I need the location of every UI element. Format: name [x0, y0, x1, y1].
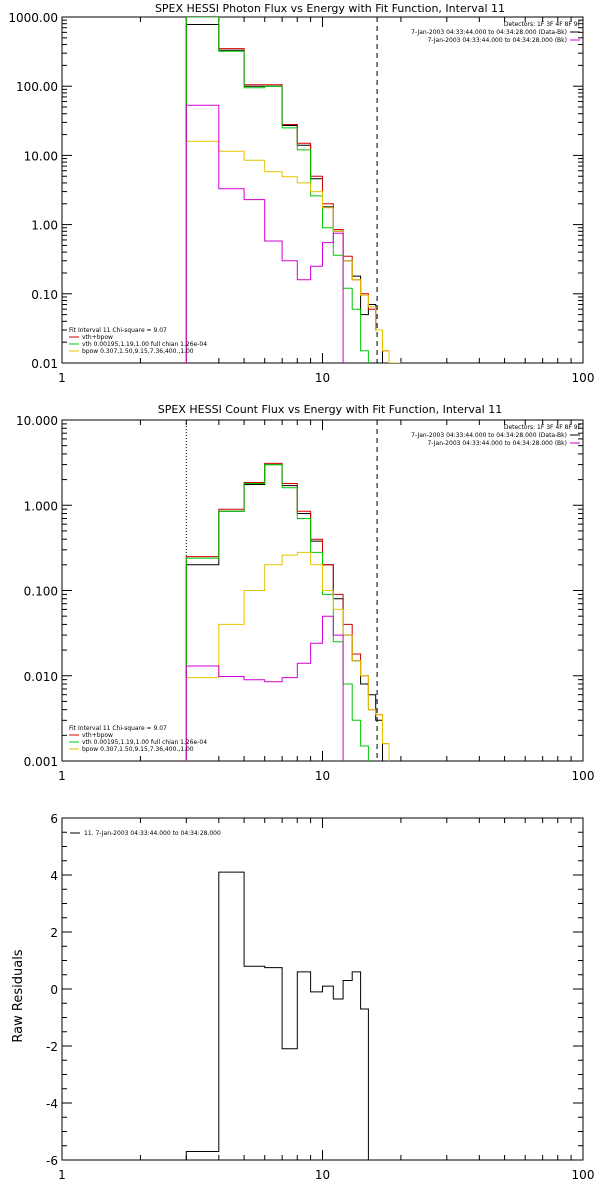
- x-tick-label: 100: [572, 1168, 595, 1182]
- legend-entry-label: 7-Jan-2003 04:33:44.000 to 04:34:28.000 …: [411, 432, 567, 439]
- series-11-7-jan-2003-04-33-44-000-to-04-34-28-000: [185, 871, 369, 1160]
- x-tick-label: 100: [572, 371, 595, 385]
- series-group: [185, 462, 390, 761]
- series-vth: [185, 464, 369, 761]
- count-flux-panel: SPEX HESSI Count Flux vs Energy with Fit…: [16, 403, 594, 783]
- x-tick-label: 10: [315, 1168, 330, 1182]
- legend-detectors: Detectors: 1F 3F 4F 8F 9F: [504, 21, 582, 28]
- y-tick-label: -2: [46, 1040, 58, 1054]
- legend-entry-label: vth+bpow: [82, 334, 113, 341]
- series-bk: [185, 615, 344, 761]
- legend-fit-header: Fit Interval 11 Chi-square = 9.07: [69, 327, 167, 334]
- y-tick-label: 0.01: [31, 357, 58, 371]
- series-bpow: [185, 551, 390, 761]
- y-tick-label: 1000.00: [8, 11, 58, 25]
- residuals-panel: Raw Residuals 1 10 100 -6 -4 -2 0 2 4 6 11. 7-Jan-…: [11, 812, 594, 1182]
- y-tick-label: 0: [50, 983, 58, 997]
- y-tick-label: 1.00: [31, 219, 58, 233]
- series-data-bk: [185, 464, 383, 761]
- legend-entry-label: vth 0.00195,1.19,1.00 full chian 1.26e-0…: [82, 739, 207, 746]
- x-tick-label: 10: [315, 769, 330, 783]
- y-tick-label: 10.000: [16, 414, 58, 428]
- legend-entry-label: 7-Jan-2003 04:33:44.000 to 04:34:28.000 …: [411, 29, 567, 36]
- y-tick-label: 6: [50, 812, 58, 826]
- y-tick-label: 4: [50, 869, 58, 883]
- photon-flux-title: SPEX HESSI Photon Flux vs Energy with Fi…: [155, 2, 505, 15]
- y-tick-label: -4: [46, 1097, 58, 1111]
- legend-entry-label: 7-Jan-2003 04:33:44.000 to 04:34:28.000 …: [427, 440, 567, 447]
- legend-entry-label: vth 0.00195,1.19,1.00 full chian 1.26e-0…: [82, 341, 207, 348]
- x-tick-label: 100: [572, 769, 595, 783]
- series-vth: [185, 17, 369, 363]
- x-tick-label: 1: [58, 371, 66, 385]
- legend-label: 11. 7-Jan-2003 04:33:44.000 to 04:34:28.…: [84, 830, 221, 837]
- y-tick-label: 10.00: [24, 149, 58, 163]
- series-bk: [185, 104, 344, 363]
- legend-fit-header: Fit Interval 11 Chi-square = 9.07: [69, 725, 167, 732]
- photon-flux-panel: SPEX HESSI Photon Flux vs Energy with Fi…: [8, 2, 594, 385]
- legend-entry-label: 7-Jan-2003 04:33:44.000 to 04:34:28.000 …: [427, 37, 567, 44]
- legend-entry-label: bpow 0.307,1.50,9.15,7.36,400.,1.00: [82, 348, 194, 355]
- x-tick-label: 1: [58, 1168, 66, 1182]
- x-tick-label: 1: [58, 769, 66, 783]
- series-data-bk: [185, 24, 383, 363]
- y-tick-label: 0.10: [31, 288, 58, 302]
- y-tick-label: 1.000: [24, 499, 58, 513]
- y-tick-label: 100.00: [16, 80, 58, 94]
- residuals-ylabel: Raw Residuals: [11, 949, 26, 1042]
- y-tick-label: 0.001: [24, 755, 58, 769]
- series-group: [185, 871, 369, 1160]
- legend-entry-label: bpow 0.307,1.50,9.15,7.36,400.,1.00: [82, 746, 194, 753]
- count-flux-title: SPEX HESSI Count Flux vs Energy with Fit…: [158, 403, 502, 416]
- y-tick-label: 2: [50, 926, 58, 940]
- y-tick-label: 0.100: [24, 585, 58, 599]
- series-group: [185, 17, 401, 363]
- series-vth-bpow: [185, 462, 390, 761]
- y-tick-label: -6: [46, 1154, 58, 1168]
- series-bpow: [185, 140, 401, 363]
- x-tick-label: 10: [315, 371, 330, 385]
- legend-entry-label: vth+bpow: [82, 732, 113, 739]
- legend-detectors: Detectors: 1F 3F 4F 8F 9F: [504, 424, 582, 431]
- y-tick-label: 0.010: [24, 670, 58, 684]
